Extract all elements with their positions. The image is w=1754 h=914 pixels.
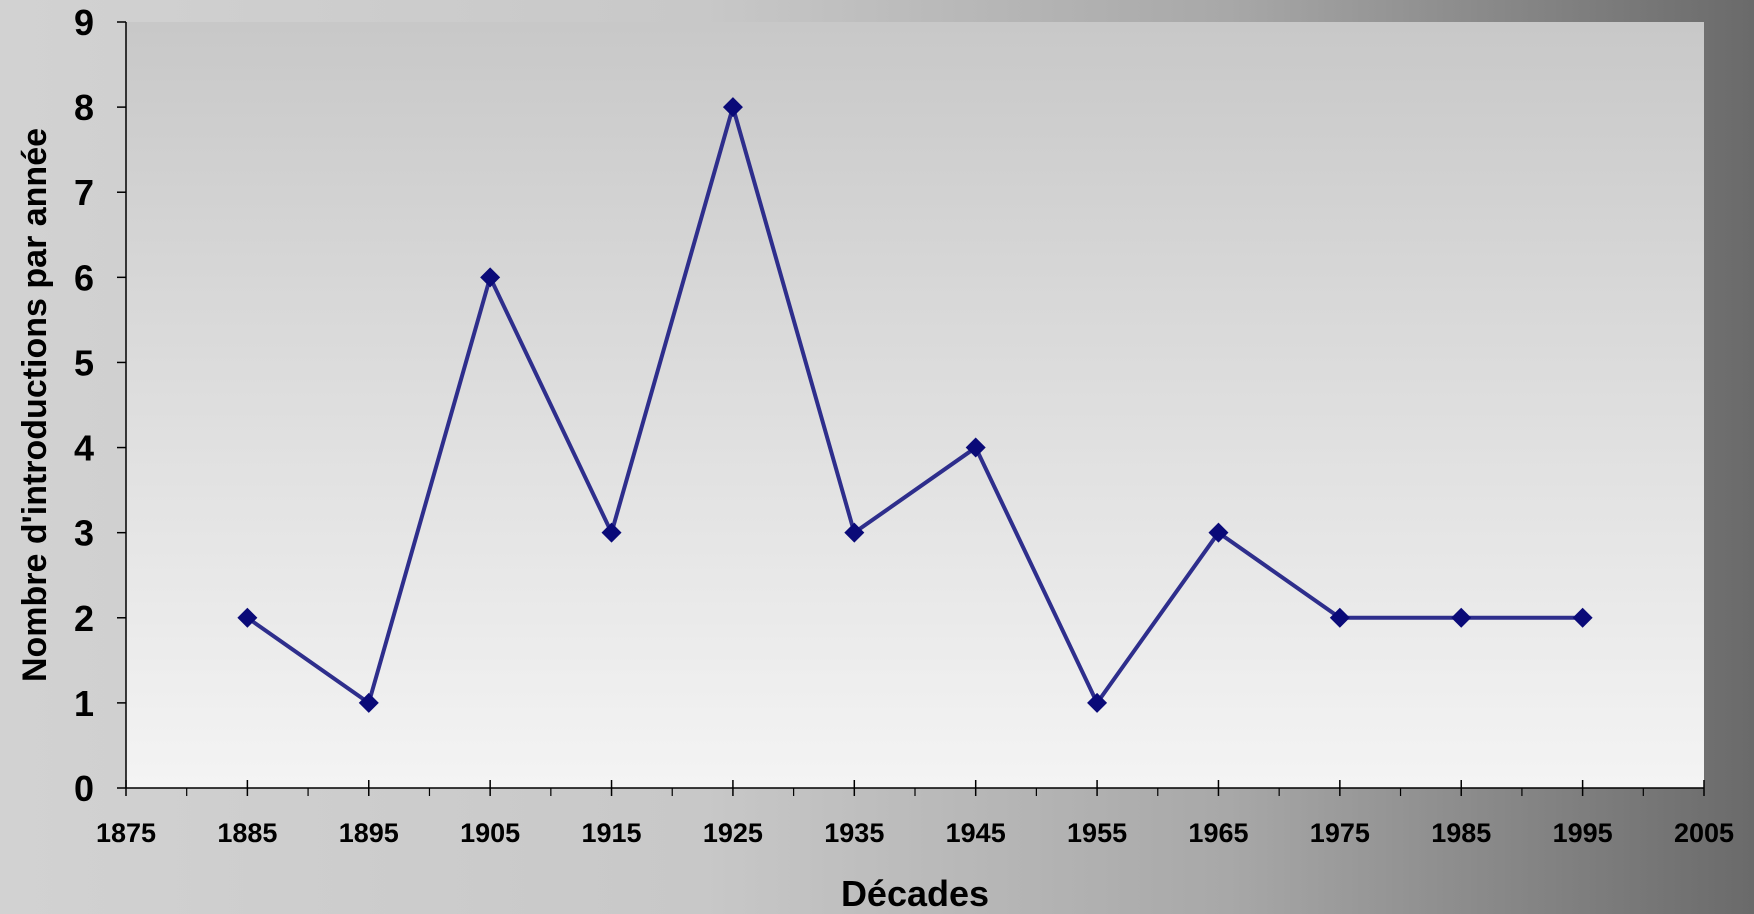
y-tick-label: 4 xyxy=(74,428,94,469)
data-point-marker xyxy=(722,97,743,118)
data-point-marker xyxy=(844,522,865,543)
y-tick-label: 6 xyxy=(74,257,94,298)
y-tick-label: 0 xyxy=(74,768,94,809)
x-tick-label: 1975 xyxy=(1310,818,1370,848)
y-axis-title: Nombre d'introductions par année xyxy=(16,128,54,682)
x-tick-label: 1925 xyxy=(703,818,763,848)
x-tick-label: 1875 xyxy=(96,818,156,848)
y-tick-label: 8 xyxy=(74,87,94,128)
x-tick-label: 1955 xyxy=(1067,818,1127,848)
data-point-marker xyxy=(965,437,986,458)
x-tick-label: 1915 xyxy=(581,818,641,848)
y-tick-label: 7 xyxy=(74,172,94,213)
data-point-marker xyxy=(1451,607,1472,628)
data-point-marker xyxy=(480,267,501,288)
x-tick-label: 1885 xyxy=(217,818,277,848)
x-tick-label: 2005 xyxy=(1674,818,1734,848)
y-tick-label: 3 xyxy=(74,513,94,554)
data-point-marker xyxy=(601,522,622,543)
x-tick-label: 1995 xyxy=(1553,818,1613,848)
series-line xyxy=(246,99,1583,707)
plot-area xyxy=(126,22,1704,788)
x-axis-title: Décades xyxy=(841,873,989,914)
x-tick-label: 1965 xyxy=(1188,818,1248,848)
series-layer xyxy=(237,97,1593,713)
data-point-marker xyxy=(237,607,258,628)
axes: 0 1 2 3 4 5 6 7 8 9 1875 1885 1895 1905 1915 1925 1935 19… xyxy=(74,2,1734,848)
data-point-marker xyxy=(1087,692,1108,713)
y-tick-label: 5 xyxy=(74,342,94,383)
y-tick-label: 9 xyxy=(74,2,94,43)
data-point-marker xyxy=(1208,522,1229,543)
x-tick-label: 1895 xyxy=(339,818,399,848)
x-tick-label: 1935 xyxy=(824,818,884,848)
x-tick-label: 1945 xyxy=(946,818,1006,848)
data-point-marker xyxy=(1329,607,1350,628)
data-point-marker xyxy=(358,692,379,713)
y-tick-label: 1 xyxy=(74,683,94,724)
y-tick-label: 2 xyxy=(74,598,94,639)
x-tick-label: 1905 xyxy=(460,818,520,848)
data-point-marker xyxy=(1572,607,1593,628)
x-tick-label: 1985 xyxy=(1431,818,1491,848)
